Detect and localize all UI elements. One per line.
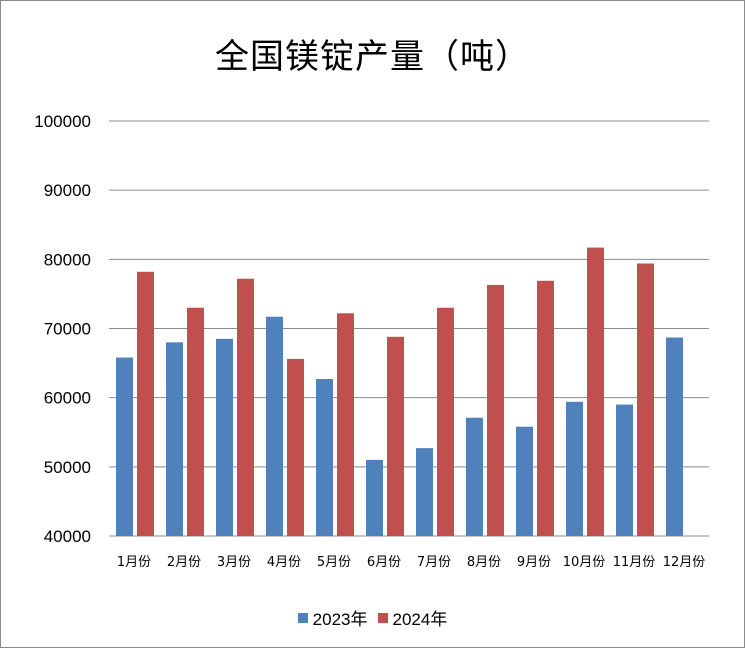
bar-2023年-2月份 xyxy=(166,342,183,536)
bar-2023年-4月份 xyxy=(266,317,283,536)
bar-2023年-9月份 xyxy=(516,427,533,536)
y-tick-label-60000: 60000 xyxy=(44,389,91,408)
bar-chart: 40000 50000 60000 70000 80000 90000 100000 1月份 2… xyxy=(1,1,745,601)
bar-2024年-1月份 xyxy=(137,272,154,536)
x-tick-label-9月份: 9月份 xyxy=(517,555,551,570)
bar-2024年-2月份 xyxy=(187,308,204,536)
legend-swatch-2024 xyxy=(378,613,388,623)
x-tick-label-8月份: 8月份 xyxy=(467,555,501,570)
bar-2024年-7月份 xyxy=(437,308,454,536)
y-tick-label-100000: 100000 xyxy=(34,112,91,131)
y-tick-label-40000: 40000 xyxy=(44,527,91,546)
bar-2023年-1月份 xyxy=(116,358,133,536)
x-tick-label-2月份: 2月份 xyxy=(167,555,201,570)
bar-2024年-3月份 xyxy=(237,279,254,536)
x-tick-label-7月份: 7月份 xyxy=(417,555,451,570)
bar-2024年-9月份 xyxy=(537,281,554,536)
bar-2024年-11月份 xyxy=(637,263,654,536)
y-tick-label-90000: 90000 xyxy=(44,181,91,200)
legend-label-2023: 2023年 xyxy=(313,605,368,630)
legend-item-2024: 2024年 xyxy=(378,605,448,630)
y-tick-label-80000: 80000 xyxy=(44,250,91,269)
bar-2024年-5月份 xyxy=(337,313,354,536)
bar-2023年-5月份 xyxy=(316,379,333,536)
bar-2023年-12月份 xyxy=(666,337,683,536)
x-tick-label-4月份: 4月份 xyxy=(267,555,301,570)
x-tick-label-3月份: 3月份 xyxy=(217,555,251,570)
x-tick-label-5月份: 5月份 xyxy=(317,555,351,570)
bar-2023年-11月份 xyxy=(616,405,633,536)
bar-2023年-8月份 xyxy=(466,418,483,536)
bar-2024年-4月份 xyxy=(287,359,304,536)
x-tick-label-1月份: 1月份 xyxy=(117,555,151,570)
chart-frame: 全国镁锭产量（吨） 40000 50000 60000 70000 80000 90000… xyxy=(0,0,745,648)
x-tick-label-6月份: 6月份 xyxy=(367,555,401,570)
bar-2024年-8月份 xyxy=(487,285,504,536)
bar-2024年-10月份 xyxy=(587,248,604,536)
legend: 2023年 2024年 xyxy=(1,605,744,630)
bar-2023年-7月份 xyxy=(416,448,433,536)
x-tick-label-12月份: 12月份 xyxy=(663,555,706,570)
bar-2023年-10月份 xyxy=(566,402,583,536)
legend-swatch-2023 xyxy=(298,613,308,623)
bar-2023年-6月份 xyxy=(366,460,383,536)
bar-2023年-3月份 xyxy=(216,339,233,536)
bar-2024年-6月份 xyxy=(387,337,404,536)
y-tick-label-50000: 50000 xyxy=(44,458,91,477)
x-tick-label-10月份: 10月份 xyxy=(563,555,606,570)
legend-label-2024: 2024年 xyxy=(393,605,448,630)
x-tick-label-11月份: 11月份 xyxy=(613,555,656,570)
legend-item-2023: 2023年 xyxy=(298,605,368,630)
y-tick-label-70000: 70000 xyxy=(44,320,91,339)
